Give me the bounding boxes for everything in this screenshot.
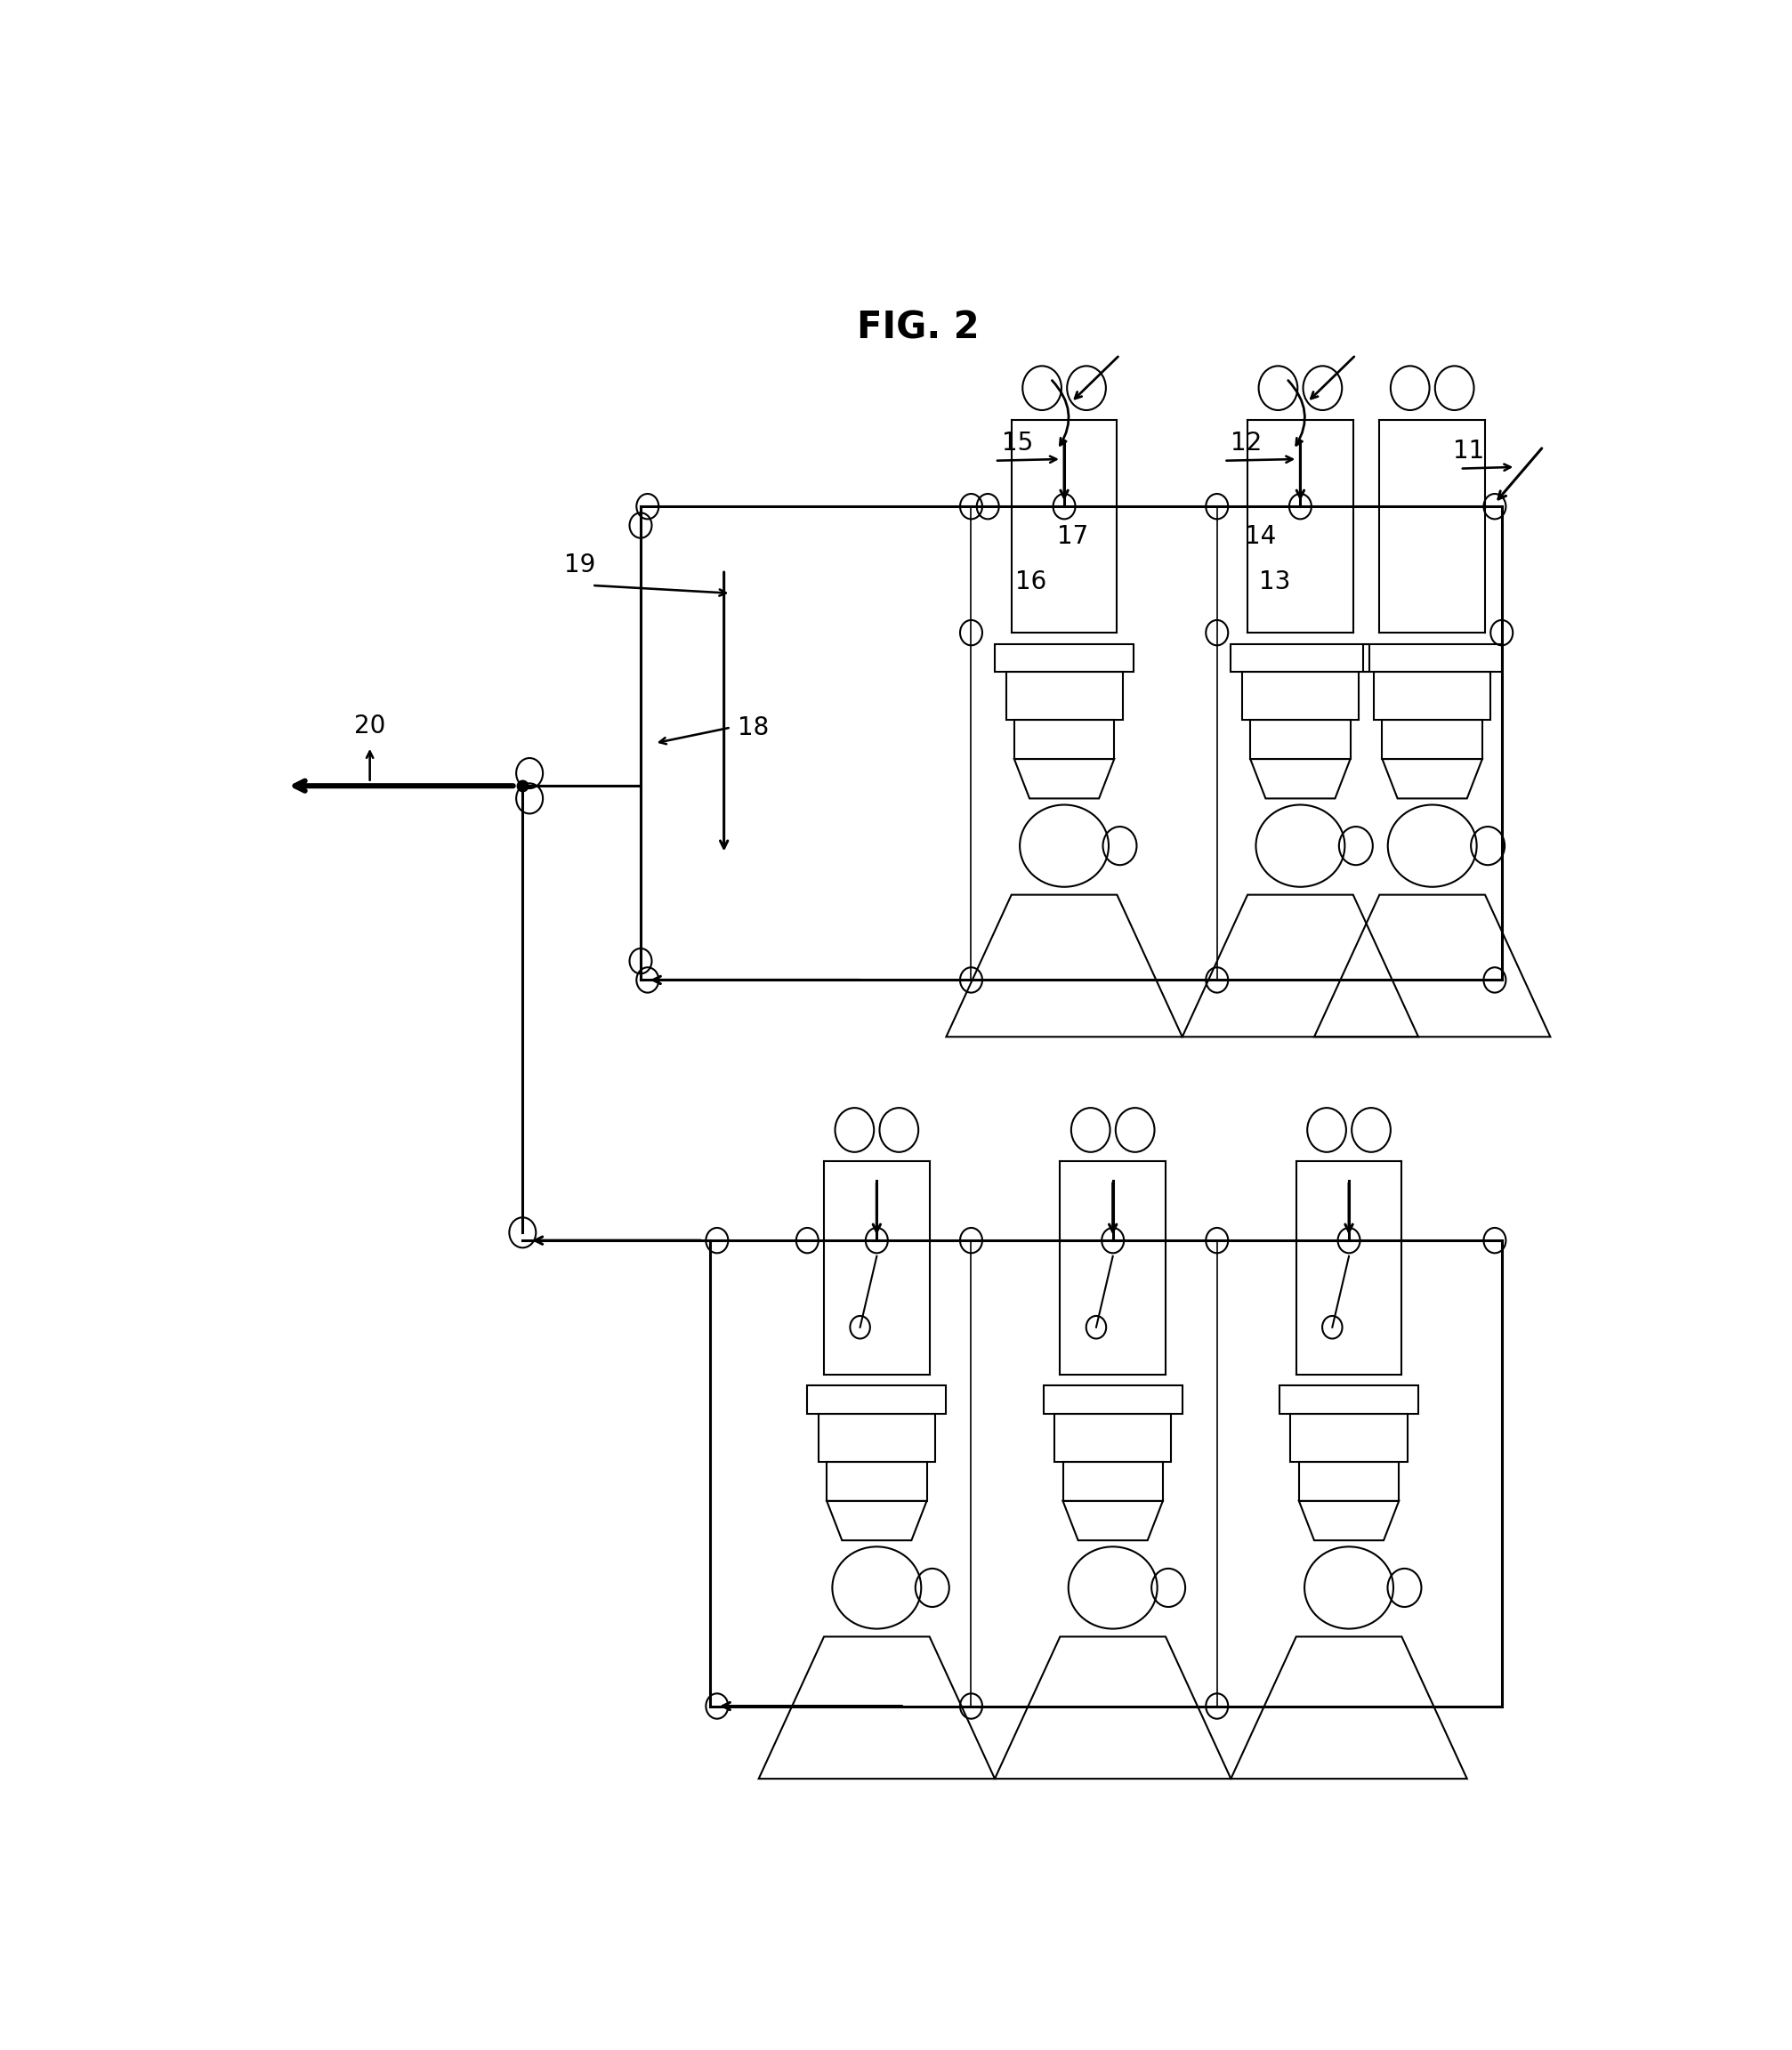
Bar [1382, 720, 1482, 758]
Bar [819, 1414, 935, 1462]
Text: 20: 20 [355, 713, 385, 738]
Bar [826, 1462, 926, 1501]
Bar [1362, 644, 1502, 672]
Bar [1290, 1414, 1407, 1462]
Bar [1043, 1386, 1183, 1414]
Text: 11: 11 [1453, 439, 1484, 463]
Text: 19: 19 [564, 554, 595, 578]
Bar [1279, 1386, 1419, 1414]
Bar [1231, 644, 1369, 672]
Bar [1005, 672, 1122, 720]
Text: 17: 17 [1057, 525, 1090, 549]
Bar [995, 644, 1134, 672]
Text: 12: 12 [1231, 430, 1262, 455]
Bar [1374, 672, 1491, 720]
Text: 14: 14 [1245, 525, 1276, 549]
Bar [1251, 720, 1351, 758]
Text: 15: 15 [1002, 430, 1034, 455]
Bar [806, 1386, 946, 1414]
Text: FIG. 2: FIG. 2 [857, 310, 980, 346]
Bar [1242, 672, 1358, 720]
Text: 18: 18 [738, 715, 769, 740]
Text: 13: 13 [1258, 570, 1290, 594]
Bar [1054, 1414, 1172, 1462]
Bar [1014, 720, 1115, 758]
Text: 16: 16 [1016, 570, 1047, 594]
Bar [1299, 1462, 1400, 1501]
Bar [1063, 1462, 1163, 1501]
